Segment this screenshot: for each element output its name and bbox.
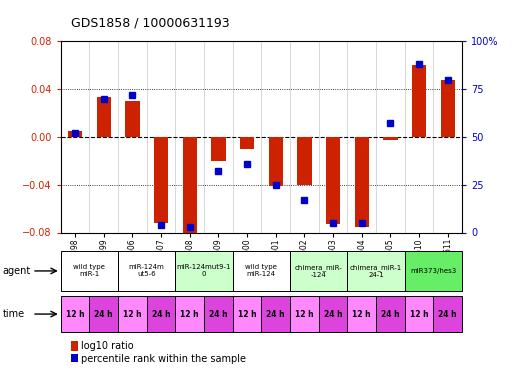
Text: time: time [3, 309, 25, 319]
Bar [61, 251, 118, 291]
Bar [89, 296, 118, 332]
Text: 24 h: 24 h [267, 310, 285, 318]
Text: miR-124m
ut5-6: miR-124m ut5-6 [129, 264, 165, 278]
Text: 24 h: 24 h [209, 310, 228, 318]
Bar [347, 251, 404, 291]
Bar [118, 251, 175, 291]
Text: wild type
miR-1: wild type miR-1 [73, 264, 105, 278]
Text: 12 h: 12 h [181, 310, 199, 318]
Text: 12 h: 12 h [66, 310, 84, 318]
Bar [269, 137, 283, 186]
Text: 12 h: 12 h [123, 310, 142, 318]
Bar [297, 137, 312, 185]
Bar [290, 251, 347, 291]
Bar [440, 80, 455, 137]
Bar [383, 137, 398, 141]
Text: chimera_miR-
-124: chimera_miR- -124 [295, 264, 343, 278]
Bar [147, 296, 175, 332]
Bar [61, 296, 89, 332]
Bar [233, 296, 261, 332]
Bar [412, 65, 426, 137]
Text: wild type
miR-124: wild type miR-124 [246, 264, 277, 278]
Bar [183, 137, 197, 232]
Text: 24 h: 24 h [95, 310, 113, 318]
Bar [404, 251, 462, 291]
Bar [290, 296, 319, 332]
Bar [376, 296, 404, 332]
Text: percentile rank within the sample: percentile rank within the sample [80, 354, 246, 364]
Text: 24 h: 24 h [324, 310, 342, 318]
Bar [433, 296, 462, 332]
Text: miR-124mut9-1
0: miR-124mut9-1 0 [177, 264, 231, 278]
Bar [71, 354, 78, 364]
Text: GDS1858 / 10000631193: GDS1858 / 10000631193 [71, 17, 230, 30]
Bar [71, 340, 78, 351]
Text: 12 h: 12 h [238, 310, 256, 318]
Bar [68, 131, 82, 137]
Bar [204, 296, 233, 332]
Text: 12 h: 12 h [295, 310, 314, 318]
Bar [175, 251, 233, 291]
Text: 24 h: 24 h [152, 310, 171, 318]
Bar [347, 296, 376, 332]
Text: log10 ratio: log10 ratio [80, 340, 133, 351]
Bar [354, 137, 369, 226]
Bar [233, 251, 290, 291]
Bar [404, 296, 433, 332]
Bar [154, 137, 168, 223]
Bar [118, 296, 147, 332]
Text: 12 h: 12 h [410, 310, 428, 318]
Text: 24 h: 24 h [381, 310, 400, 318]
Bar [319, 296, 347, 332]
Bar [175, 296, 204, 332]
Bar [326, 137, 340, 224]
Bar [211, 137, 225, 161]
Bar [97, 98, 111, 137]
Text: chimera_miR-1
24-1: chimera_miR-1 24-1 [350, 264, 402, 278]
Bar [125, 101, 139, 137]
Bar [261, 296, 290, 332]
Bar [240, 137, 254, 149]
Text: miR373/hes3: miR373/hes3 [410, 268, 457, 274]
Text: 24 h: 24 h [438, 310, 457, 318]
Text: 12 h: 12 h [352, 310, 371, 318]
Text: agent: agent [3, 266, 31, 276]
